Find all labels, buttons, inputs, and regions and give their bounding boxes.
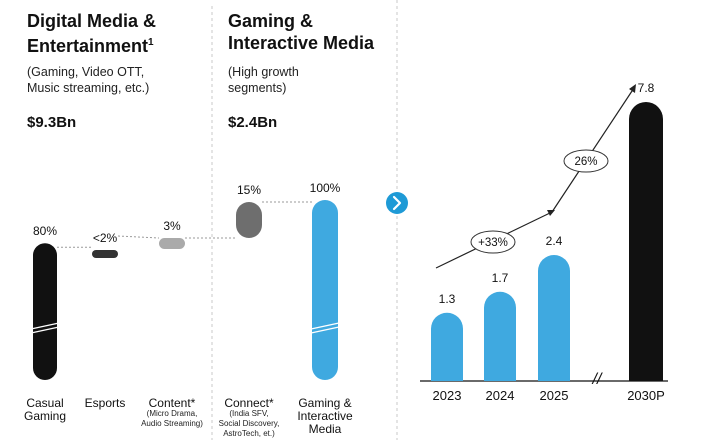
axis-break-mark: [310, 322, 340, 330]
bar-content: [159, 238, 185, 249]
bar-esports: [92, 250, 118, 258]
value-label: 3%: [163, 219, 181, 233]
next-arrow-chevron: [392, 195, 402, 211]
middle-section-title: Gaming & Interactive Media: [228, 10, 374, 54]
bar-2025: [538, 255, 570, 381]
value-label: 2.4: [546, 234, 563, 248]
trend-arrowhead-1: [547, 210, 555, 216]
value-label: 100%: [310, 181, 341, 195]
connector-line-2: [117, 235, 160, 239]
axis-break-label: //: [592, 371, 603, 388]
year-label: 2030P: [627, 388, 665, 403]
category-sublabel: Audio Streaming): [141, 419, 203, 428]
category-label: Gaming &: [298, 396, 351, 410]
axis-break-mark: [30, 322, 60, 330]
year-label: 2024: [486, 388, 515, 403]
left-title-line1: Digital Media &: [27, 11, 157, 31]
middle-title-line1: Gaming &: [228, 11, 314, 31]
category-label: Gaming: [24, 409, 66, 423]
left-total: $9.3Bn: [27, 114, 77, 131]
next-arrow-circle: [386, 192, 408, 214]
value-label: 1.7: [492, 271, 509, 285]
left-note-line2: Music streaming, etc.): [27, 81, 150, 95]
bar-connect: [236, 202, 262, 238]
trend-arrowhead-2: [629, 84, 636, 93]
growth-chart: 1.3 2023 1.7 2024 2.4 2025 7.8 2030P // +33% 26%: [420, 81, 668, 403]
next-arrow-icon: [386, 192, 408, 214]
year-label: 2023: [433, 388, 462, 403]
growth-badge-outline: [470, 230, 516, 254]
year-label: 2025: [540, 388, 569, 403]
category-label: Connect*: [224, 396, 274, 410]
growth-badge-outline: [563, 149, 609, 173]
category-label: Interactive: [297, 409, 353, 423]
bar-2030p: [629, 102, 663, 381]
middle-note-line1: (High growth: [228, 65, 299, 79]
category-label: Esports: [85, 396, 126, 410]
value-label: 80%: [33, 224, 57, 238]
growth-badge-label: +33%: [478, 237, 508, 249]
left-section-title: Digital Media & Entertainment1: [27, 10, 156, 57]
category-sublabel: (India SFV,: [229, 409, 268, 418]
axis-break-mark: [310, 326, 340, 334]
trend-line-2: [551, 87, 635, 213]
value-label: <2%: [93, 231, 118, 245]
left-title-line2-wrap: Entertainment1: [27, 32, 156, 57]
category-label: Content*: [149, 396, 196, 410]
growth-badge-label: 26%: [574, 156, 597, 168]
axis-break-mark: [30, 326, 60, 334]
category-sublabel: Social Discovery,: [219, 419, 280, 428]
middle-total: $2.4Bn: [228, 114, 278, 131]
bar-casual-gaming: [33, 243, 57, 380]
category-label: Media: [309, 422, 342, 436]
left-title-line2: Entertainment: [27, 36, 149, 56]
middle-section-note: (High growth segments): [228, 64, 299, 96]
left-section-note: (Gaming, Video OTT, Music streaming, etc…: [27, 64, 149, 96]
footnote-marker: 1: [148, 37, 154, 48]
left-note-line1: (Gaming, Video OTT,: [27, 65, 145, 79]
bar-gaming-interactive-media: [312, 200, 338, 380]
value-label: 7.8: [638, 81, 655, 95]
middle-note-line2: segments): [228, 81, 287, 95]
category-sublabel: AstroTech, et.): [223, 429, 275, 438]
value-label: 15%: [237, 183, 261, 197]
value-label: 1.3: [439, 292, 456, 306]
category-sublabel: (Micro Drama,: [147, 409, 198, 418]
category-label: Casual: [26, 396, 63, 410]
middle-title-line2: Interactive Media: [228, 33, 375, 53]
bar-2024: [484, 291, 516, 381]
bar-2023: [431, 312, 463, 381]
